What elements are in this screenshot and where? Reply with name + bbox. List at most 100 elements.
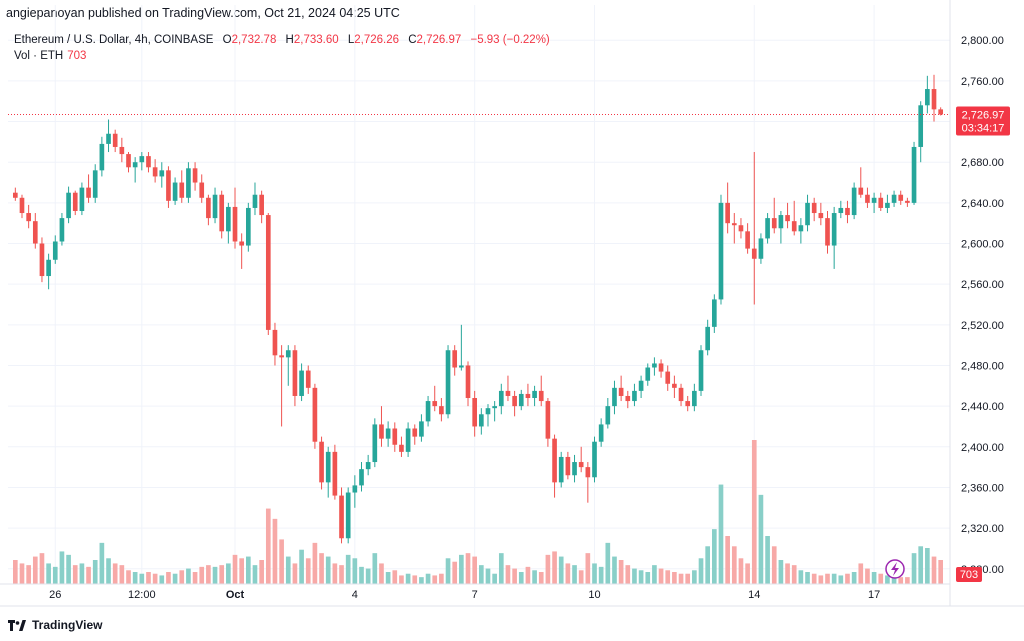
candle-body bbox=[239, 241, 245, 246]
volume-bar bbox=[159, 575, 165, 584]
candle-body bbox=[425, 401, 431, 422]
candle-body bbox=[166, 170, 171, 201]
volume-bar bbox=[26, 565, 31, 584]
candle-body bbox=[159, 170, 165, 177]
volume-bar bbox=[931, 556, 937, 584]
volume-bar bbox=[186, 568, 191, 584]
high-label: H bbox=[285, 34, 294, 46]
candle-body bbox=[66, 192, 71, 219]
open-value: 2,732.78 bbox=[231, 34, 277, 46]
volume-bar bbox=[778, 560, 784, 584]
y-tick-label: 2,600.00 bbox=[961, 239, 1004, 251]
volume-bar bbox=[745, 563, 750, 584]
candle-body bbox=[552, 438, 557, 483]
volume-bar bbox=[39, 553, 45, 584]
volume-bar bbox=[638, 570, 644, 584]
candle-body bbox=[705, 326, 711, 351]
volume-bar bbox=[785, 563, 790, 584]
lightning-icon[interactable] bbox=[885, 559, 905, 579]
volume-bar bbox=[505, 565, 511, 584]
candle-body bbox=[771, 218, 777, 229]
y-tick-label: 2,400.00 bbox=[961, 442, 1004, 454]
volume-bar bbox=[245, 556, 251, 584]
volume-bar bbox=[658, 568, 664, 584]
volume-bar bbox=[805, 572, 810, 584]
volume-bar bbox=[572, 565, 577, 584]
candle-body bbox=[46, 259, 51, 277]
candle-body bbox=[139, 156, 145, 163]
volume-bar bbox=[206, 565, 211, 584]
volume-bar bbox=[299, 549, 304, 584]
symbol-title[interactable]: Ethereum / U.S. Dollar, 4h, COINBASE bbox=[14, 34, 214, 46]
volume-bar bbox=[419, 577, 424, 584]
candle-body bbox=[871, 197, 877, 203]
candle-body bbox=[252, 194, 258, 208]
volume-bar bbox=[439, 573, 444, 584]
candle-body bbox=[638, 380, 644, 391]
candle-body bbox=[831, 213, 837, 246]
volume-bar bbox=[379, 563, 384, 584]
volume-bar bbox=[66, 554, 71, 584]
volume-bar bbox=[52, 566, 58, 584]
candle-body bbox=[865, 194, 870, 203]
candle-body bbox=[359, 469, 364, 486]
candle-body bbox=[372, 424, 378, 463]
candle-body bbox=[645, 367, 651, 381]
candle-body bbox=[938, 109, 944, 115]
x-tick-label: 7 bbox=[472, 589, 478, 601]
volume-bar bbox=[252, 565, 258, 584]
candle-body bbox=[625, 395, 631, 402]
candle-body bbox=[605, 406, 611, 425]
volume-bar bbox=[179, 570, 185, 584]
candle-body bbox=[825, 218, 830, 246]
candle-body bbox=[126, 154, 131, 168]
volume-bar bbox=[885, 575, 890, 584]
price-axis[interactable]: 2,800.002,760.002,720.002,680.002,640.00… bbox=[949, 0, 1004, 606]
volume-bar bbox=[825, 573, 830, 584]
volume-bar bbox=[325, 556, 331, 584]
x-tick-label: 17 bbox=[868, 589, 880, 601]
candle-body bbox=[285, 350, 291, 358]
volume-bar bbox=[898, 577, 904, 584]
candle-body bbox=[678, 387, 684, 402]
candle-body bbox=[319, 441, 324, 483]
candle-body bbox=[765, 218, 770, 239]
volume-bar bbox=[59, 551, 65, 584]
candle-body bbox=[711, 299, 717, 327]
volume-bar bbox=[12, 560, 18, 584]
candle-body bbox=[219, 194, 225, 232]
candle-body bbox=[279, 355, 284, 358]
candle-body bbox=[199, 182, 205, 198]
volume-bar bbox=[831, 573, 837, 584]
volume-bar bbox=[592, 563, 597, 584]
candle-body bbox=[925, 89, 930, 106]
candle-body bbox=[106, 133, 111, 144]
candle-body bbox=[618, 387, 624, 396]
candle-body bbox=[392, 428, 398, 445]
volume-bar bbox=[758, 494, 764, 584]
candle-body bbox=[179, 182, 185, 198]
volume-bar bbox=[858, 563, 864, 584]
candle-body bbox=[299, 370, 304, 396]
legend-volume-row: Vol · ETH 703 bbox=[14, 48, 550, 64]
volume-bar bbox=[19, 563, 25, 584]
candle-body bbox=[692, 390, 697, 407]
volume-bar bbox=[472, 556, 478, 584]
footer-brand[interactable]: TradingView bbox=[32, 618, 103, 632]
volume-bar bbox=[525, 566, 531, 584]
change-value: −5.93 (−0.22%) bbox=[470, 34, 550, 46]
x-tick-label: 4 bbox=[352, 589, 358, 601]
volume-bar bbox=[891, 575, 897, 584]
volume-bar bbox=[99, 542, 105, 584]
volume-bar bbox=[692, 570, 697, 584]
volume-bar bbox=[352, 558, 358, 584]
candle-body bbox=[325, 451, 331, 483]
candle-body bbox=[798, 225, 804, 232]
volume-tag: 703 bbox=[956, 567, 982, 582]
volume-bar bbox=[166, 572, 171, 584]
volume-label[interactable]: Vol · ETH bbox=[14, 50, 64, 62]
candle-body bbox=[878, 197, 884, 208]
grid-lines bbox=[8, 5, 950, 584]
